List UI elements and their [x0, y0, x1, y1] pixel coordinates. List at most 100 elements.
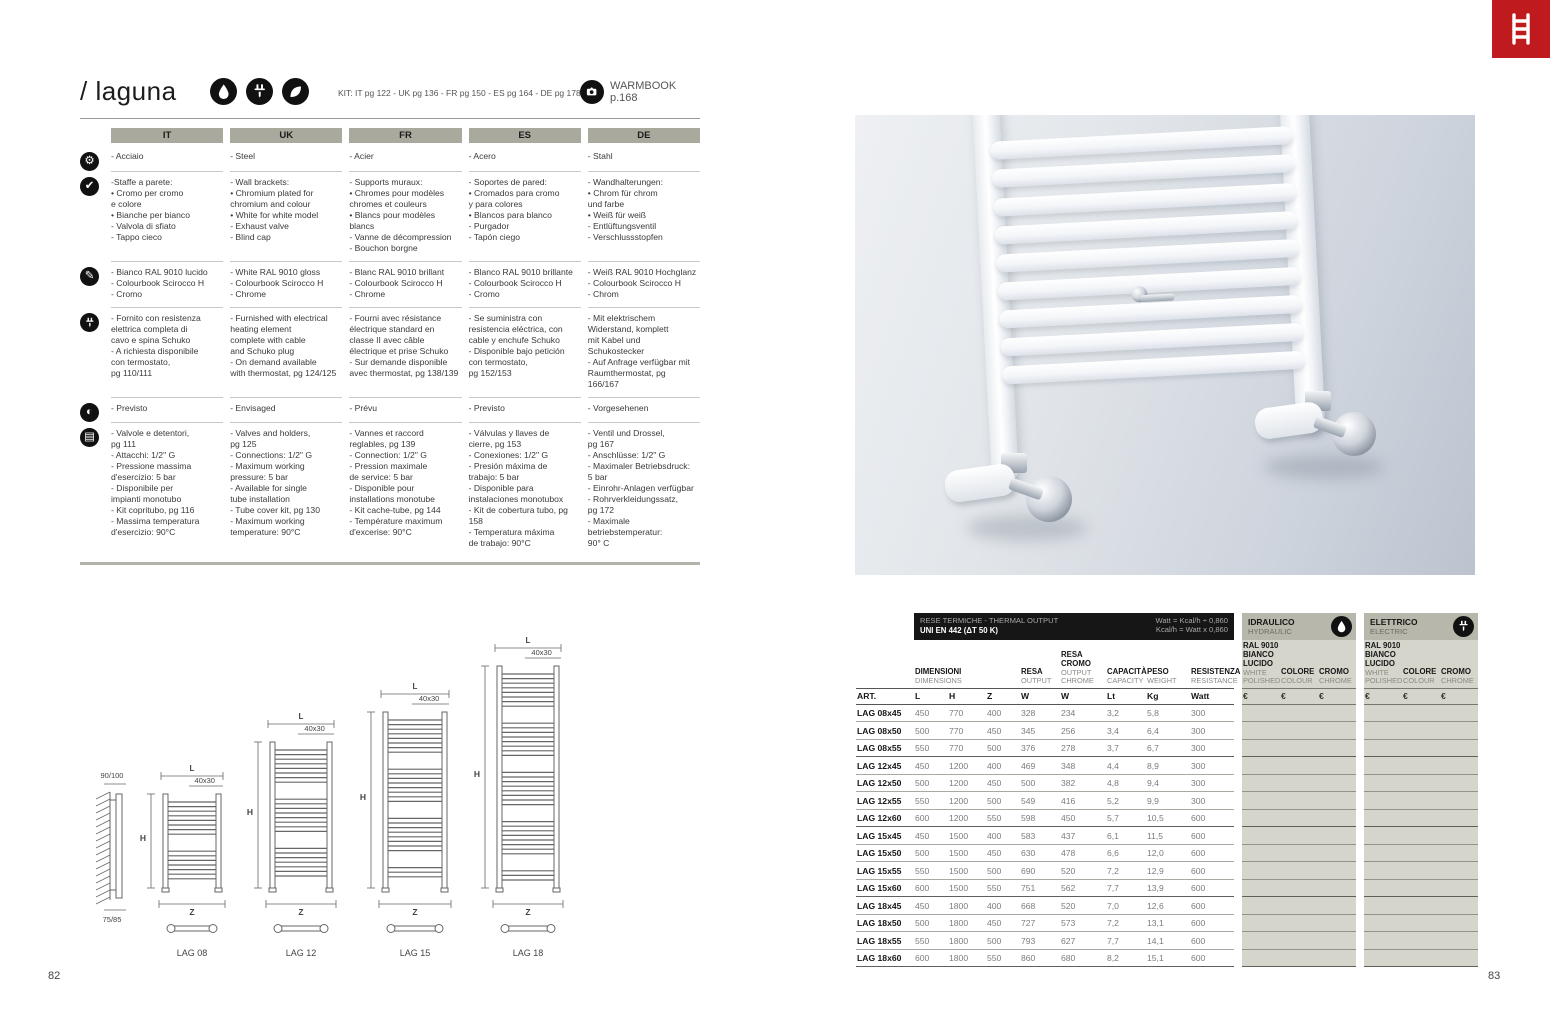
column-group-header: CAPACITÀ CAPACITY — [1107, 667, 1147, 686]
value-cell: 520 — [1060, 862, 1106, 880]
spec-cell: - Supports muraux: • Chromes pour modèle… — [349, 171, 462, 261]
spec-column-header: UK — [230, 128, 343, 143]
svg-text:H: H — [360, 792, 366, 802]
header-rule — [80, 118, 700, 119]
electric-price-cell — [1364, 774, 1478, 793]
plug-icon — [80, 313, 99, 332]
brand-logo — [1492, 0, 1550, 58]
value-cell: 300 — [1190, 792, 1234, 810]
thermal-output-band: RESE TERMICHE - THERMAL OUTPUT UNI EN 44… — [914, 613, 1234, 640]
value-cell: 500 — [914, 775, 948, 793]
value-cell: 1500 — [948, 880, 986, 898]
svg-text:Z: Z — [412, 907, 417, 917]
value-cell: 5,7 — [1106, 810, 1146, 828]
output-price-table: RESE TERMICHE - THERMAL OUTPUT UNI EN 44… — [856, 613, 1478, 968]
electric-price-cell — [1364, 809, 1478, 828]
spec-cell: - Acero — [468, 151, 496, 161]
gap — [1234, 740, 1242, 758]
gap — [1356, 740, 1364, 758]
hydraulic-title: IDRAULICO — [1248, 617, 1295, 627]
currency-header: € — [1364, 687, 1402, 705]
electric-band: ELETTRICO ELECTRIC — [1364, 613, 1478, 640]
spec-cell: - Se suministra con resistencia eléctric… — [468, 307, 581, 397]
column-group-header: PESO WEIGHT — [1147, 667, 1177, 686]
value-cell: 416 — [1060, 792, 1106, 810]
spec-cell: - Furnished with electrical heating elem… — [230, 307, 343, 397]
right-page-number: 83 — [1488, 970, 1501, 982]
unit-header: W — [1020, 687, 1060, 705]
hydraulic-price-cell — [1242, 879, 1356, 898]
value-cell: 6,7 — [1146, 740, 1190, 758]
value-cell: 550 — [914, 932, 948, 950]
spec-cell: - Válvulas y llaves de cierre, pg 153 - … — [468, 422, 581, 556]
value-cell: 5,8 — [1146, 705, 1190, 723]
product-photo — [855, 115, 1475, 575]
price-panel-header: RAL 9010 BIANCO LUCIDO WHITE POLISHED COLO… — [1364, 640, 1478, 688]
svg-text:L: L — [526, 636, 531, 645]
svg-text:Z: Z — [298, 907, 303, 917]
value-cell: 450 — [986, 845, 1020, 863]
spec-cell: - Fornito con resistenza elettrica compl… — [111, 307, 224, 397]
plug-icon — [246, 78, 273, 105]
value-cell: 8,9 — [1146, 757, 1190, 775]
value-cell: 3,4 — [1106, 722, 1146, 740]
radiator-logo-icon — [1492, 0, 1550, 58]
spec-cell: - Blanco RAL 9010 brillante - Colourbook… — [468, 261, 581, 307]
svg-text:40x30: 40x30 — [419, 694, 439, 703]
value-cell: 550 — [914, 862, 948, 880]
value-cell: 668 — [1020, 897, 1060, 915]
table-row: LAG 18x55 550 1800 500 793 627 7,7 14,1 600 — [856, 932, 1478, 950]
gap — [1356, 705, 1364, 723]
electric-price-cell — [1364, 949, 1478, 968]
currency-header: € — [1242, 687, 1280, 705]
value-cell: 1500 — [948, 827, 986, 845]
art-code: LAG 12x55 — [856, 792, 914, 810]
value-cell: 12,9 — [1146, 862, 1190, 880]
value-cell: 690 — [1020, 862, 1060, 880]
spec-cell: - Wall brackets: • Chromium plated for c… — [230, 171, 343, 261]
unit-header: W — [1060, 687, 1106, 705]
value-cell: 7,2 — [1106, 915, 1146, 933]
spray-icon: ✎ — [80, 267, 99, 286]
value-cell: 600 — [1190, 845, 1234, 863]
value-cell: 6,1 — [1106, 827, 1146, 845]
hydraulic-price-cell — [1242, 949, 1356, 968]
table-row: LAG 15x60 600 1500 550 751 562 7,7 13,9 600 — [856, 879, 1478, 898]
hydraulic-price-cell — [1242, 722, 1356, 740]
value-cell: 562 — [1060, 880, 1106, 898]
value-cell: 500 — [986, 792, 1020, 810]
value-cell: 3,2 — [1106, 705, 1146, 723]
hydraulic-price-cell — [1242, 932, 1356, 950]
value-cell: 345 — [1020, 722, 1060, 740]
art-code: LAG 18x60 — [856, 950, 914, 968]
svg-text:H: H — [140, 833, 146, 843]
spec-column-header: IT — [111, 128, 224, 143]
column-group-header: RAL 9010 BIANCO LUCIDO WHITE POLISHED — [1243, 641, 1281, 686]
art-code: LAG 08x45 — [856, 705, 914, 723]
gap — [1234, 775, 1242, 793]
svg-text:L: L — [299, 712, 304, 721]
value-cell: 600 — [914, 880, 948, 898]
value-cell: 8,2 — [1106, 950, 1146, 968]
value-cell: 500 — [914, 722, 948, 740]
gap — [1356, 775, 1364, 793]
spec-cell: -Staffe a parete: • Cromo per cromo e co… — [111, 171, 224, 261]
svg-text:L: L — [413, 682, 418, 691]
value-cell: 1500 — [948, 845, 986, 863]
svg-text:Z: Z — [189, 907, 194, 917]
currency-header: € — [1440, 687, 1478, 705]
electric-price-cell — [1364, 862, 1478, 880]
value-cell: 600 — [1190, 862, 1234, 880]
value-cell: 600 — [1190, 897, 1234, 915]
spec-cell: - Previsto — [111, 397, 224, 422]
electric-price-cell — [1364, 932, 1478, 950]
band-formula-2: Kcal/h = Watt x 0,860 — [1155, 625, 1228, 634]
spec-cell: - Valvole e detentori, pg 111 - Attacchi… — [111, 422, 224, 556]
value-cell: 469 — [1020, 757, 1060, 775]
table-row: LAG 08x45 450 770 400 328 234 3,2 5,8 300 — [856, 704, 1478, 723]
svg-text:40x30: 40x30 — [304, 724, 324, 733]
svg-text:40x30: 40x30 — [531, 648, 551, 657]
electric-price-cell — [1364, 897, 1478, 915]
value-cell: 751 — [1020, 880, 1060, 898]
art-code: LAG 18x45 — [856, 897, 914, 915]
